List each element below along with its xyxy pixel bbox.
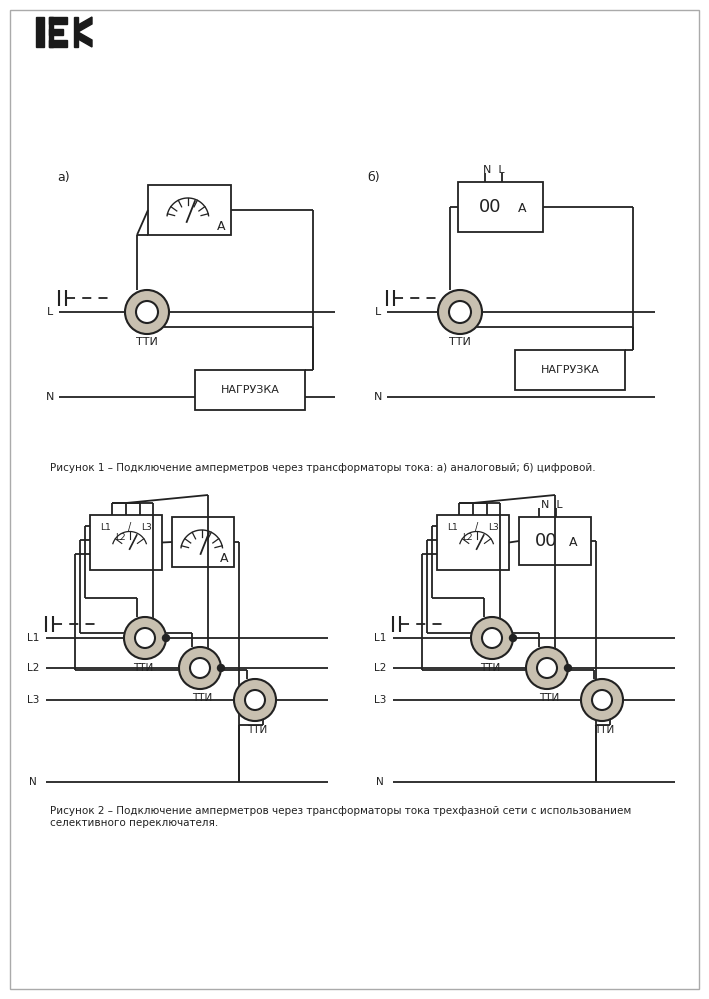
Text: ТТИ: ТТИ bbox=[594, 725, 614, 735]
Polygon shape bbox=[78, 32, 92, 47]
Text: /: / bbox=[128, 522, 131, 532]
Polygon shape bbox=[74, 17, 78, 47]
Text: L3: L3 bbox=[27, 695, 39, 705]
Text: а): а) bbox=[57, 172, 69, 185]
Text: N: N bbox=[29, 777, 37, 787]
Circle shape bbox=[124, 617, 166, 659]
Text: L3: L3 bbox=[488, 522, 498, 531]
Circle shape bbox=[234, 679, 276, 721]
Text: ТТИ: ТТИ bbox=[136, 337, 158, 347]
FancyBboxPatch shape bbox=[458, 182, 543, 232]
Text: N  L: N L bbox=[540, 500, 562, 510]
Text: 00: 00 bbox=[535, 532, 557, 550]
FancyBboxPatch shape bbox=[172, 517, 234, 567]
Circle shape bbox=[245, 690, 265, 710]
Circle shape bbox=[449, 301, 471, 323]
Text: ТТИ: ТТИ bbox=[247, 725, 267, 735]
Circle shape bbox=[592, 690, 612, 710]
Circle shape bbox=[190, 658, 210, 678]
Text: A: A bbox=[220, 551, 228, 564]
Text: НАГРУЗКА: НАГРУЗКА bbox=[220, 385, 279, 395]
Circle shape bbox=[162, 634, 169, 641]
Circle shape bbox=[125, 290, 169, 334]
FancyBboxPatch shape bbox=[437, 515, 509, 570]
Text: L2: L2 bbox=[115, 532, 125, 541]
Polygon shape bbox=[36, 17, 44, 47]
FancyBboxPatch shape bbox=[148, 185, 231, 235]
Circle shape bbox=[482, 628, 502, 648]
Text: /: / bbox=[475, 522, 479, 532]
FancyBboxPatch shape bbox=[515, 350, 625, 390]
Circle shape bbox=[510, 634, 516, 641]
Polygon shape bbox=[49, 40, 67, 47]
Polygon shape bbox=[49, 17, 53, 47]
Text: N: N bbox=[374, 392, 382, 402]
Text: L2: L2 bbox=[27, 663, 39, 673]
Circle shape bbox=[564, 664, 571, 671]
Text: L1: L1 bbox=[447, 522, 458, 531]
Text: L1: L1 bbox=[27, 633, 39, 643]
Text: L1: L1 bbox=[374, 633, 386, 643]
Text: 00: 00 bbox=[479, 198, 501, 216]
Polygon shape bbox=[78, 17, 92, 32]
Text: L2: L2 bbox=[374, 663, 386, 673]
Text: L: L bbox=[47, 307, 53, 317]
Text: ТТИ: ТТИ bbox=[133, 663, 153, 673]
Circle shape bbox=[537, 658, 557, 678]
Text: ТТИ: ТТИ bbox=[449, 337, 471, 347]
Text: A: A bbox=[569, 535, 577, 548]
Text: N: N bbox=[376, 777, 384, 787]
Text: НАГРУЗКА: НАГРУЗКА bbox=[540, 365, 599, 375]
Text: L3: L3 bbox=[141, 522, 152, 531]
Circle shape bbox=[218, 664, 225, 671]
FancyBboxPatch shape bbox=[519, 517, 591, 565]
Circle shape bbox=[438, 290, 482, 334]
Text: Рисунок 2 – Подключение амперметров через трансформаторы тока трехфазной сети с : Рисунок 2 – Подключение амперметров чере… bbox=[50, 806, 631, 827]
Circle shape bbox=[136, 301, 158, 323]
Text: N: N bbox=[46, 392, 54, 402]
Circle shape bbox=[581, 679, 623, 721]
Text: ТТИ: ТТИ bbox=[539, 693, 559, 703]
Text: L1: L1 bbox=[101, 522, 111, 531]
Text: A: A bbox=[217, 220, 225, 233]
FancyBboxPatch shape bbox=[195, 370, 305, 410]
Circle shape bbox=[179, 647, 221, 689]
Text: L3: L3 bbox=[374, 695, 386, 705]
FancyBboxPatch shape bbox=[90, 515, 162, 570]
Circle shape bbox=[471, 617, 513, 659]
Text: ТТИ: ТТИ bbox=[192, 693, 212, 703]
Text: A: A bbox=[518, 202, 526, 215]
Text: ТТИ: ТТИ bbox=[480, 663, 500, 673]
Circle shape bbox=[135, 628, 155, 648]
Text: Рисунок 1 – Подключение амперметров через трансформаторы тока: а) аналоговый; б): Рисунок 1 – Подключение амперметров чере… bbox=[50, 463, 596, 473]
Text: L2: L2 bbox=[462, 532, 473, 541]
Circle shape bbox=[526, 647, 568, 689]
Polygon shape bbox=[49, 29, 63, 35]
Polygon shape bbox=[49, 17, 67, 24]
Text: L: L bbox=[375, 307, 381, 317]
Text: N  L: N L bbox=[483, 165, 505, 175]
Text: б): б) bbox=[367, 172, 379, 185]
